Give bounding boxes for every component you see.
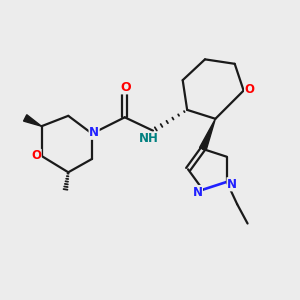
Text: O: O xyxy=(31,149,41,162)
Polygon shape xyxy=(23,115,41,126)
Text: N: N xyxy=(193,185,202,199)
Text: NH: NH xyxy=(139,132,158,145)
Text: N: N xyxy=(89,126,99,139)
Text: N: N xyxy=(227,178,237,191)
Text: O: O xyxy=(244,82,255,96)
Polygon shape xyxy=(200,119,215,150)
Text: O: O xyxy=(120,81,130,94)
